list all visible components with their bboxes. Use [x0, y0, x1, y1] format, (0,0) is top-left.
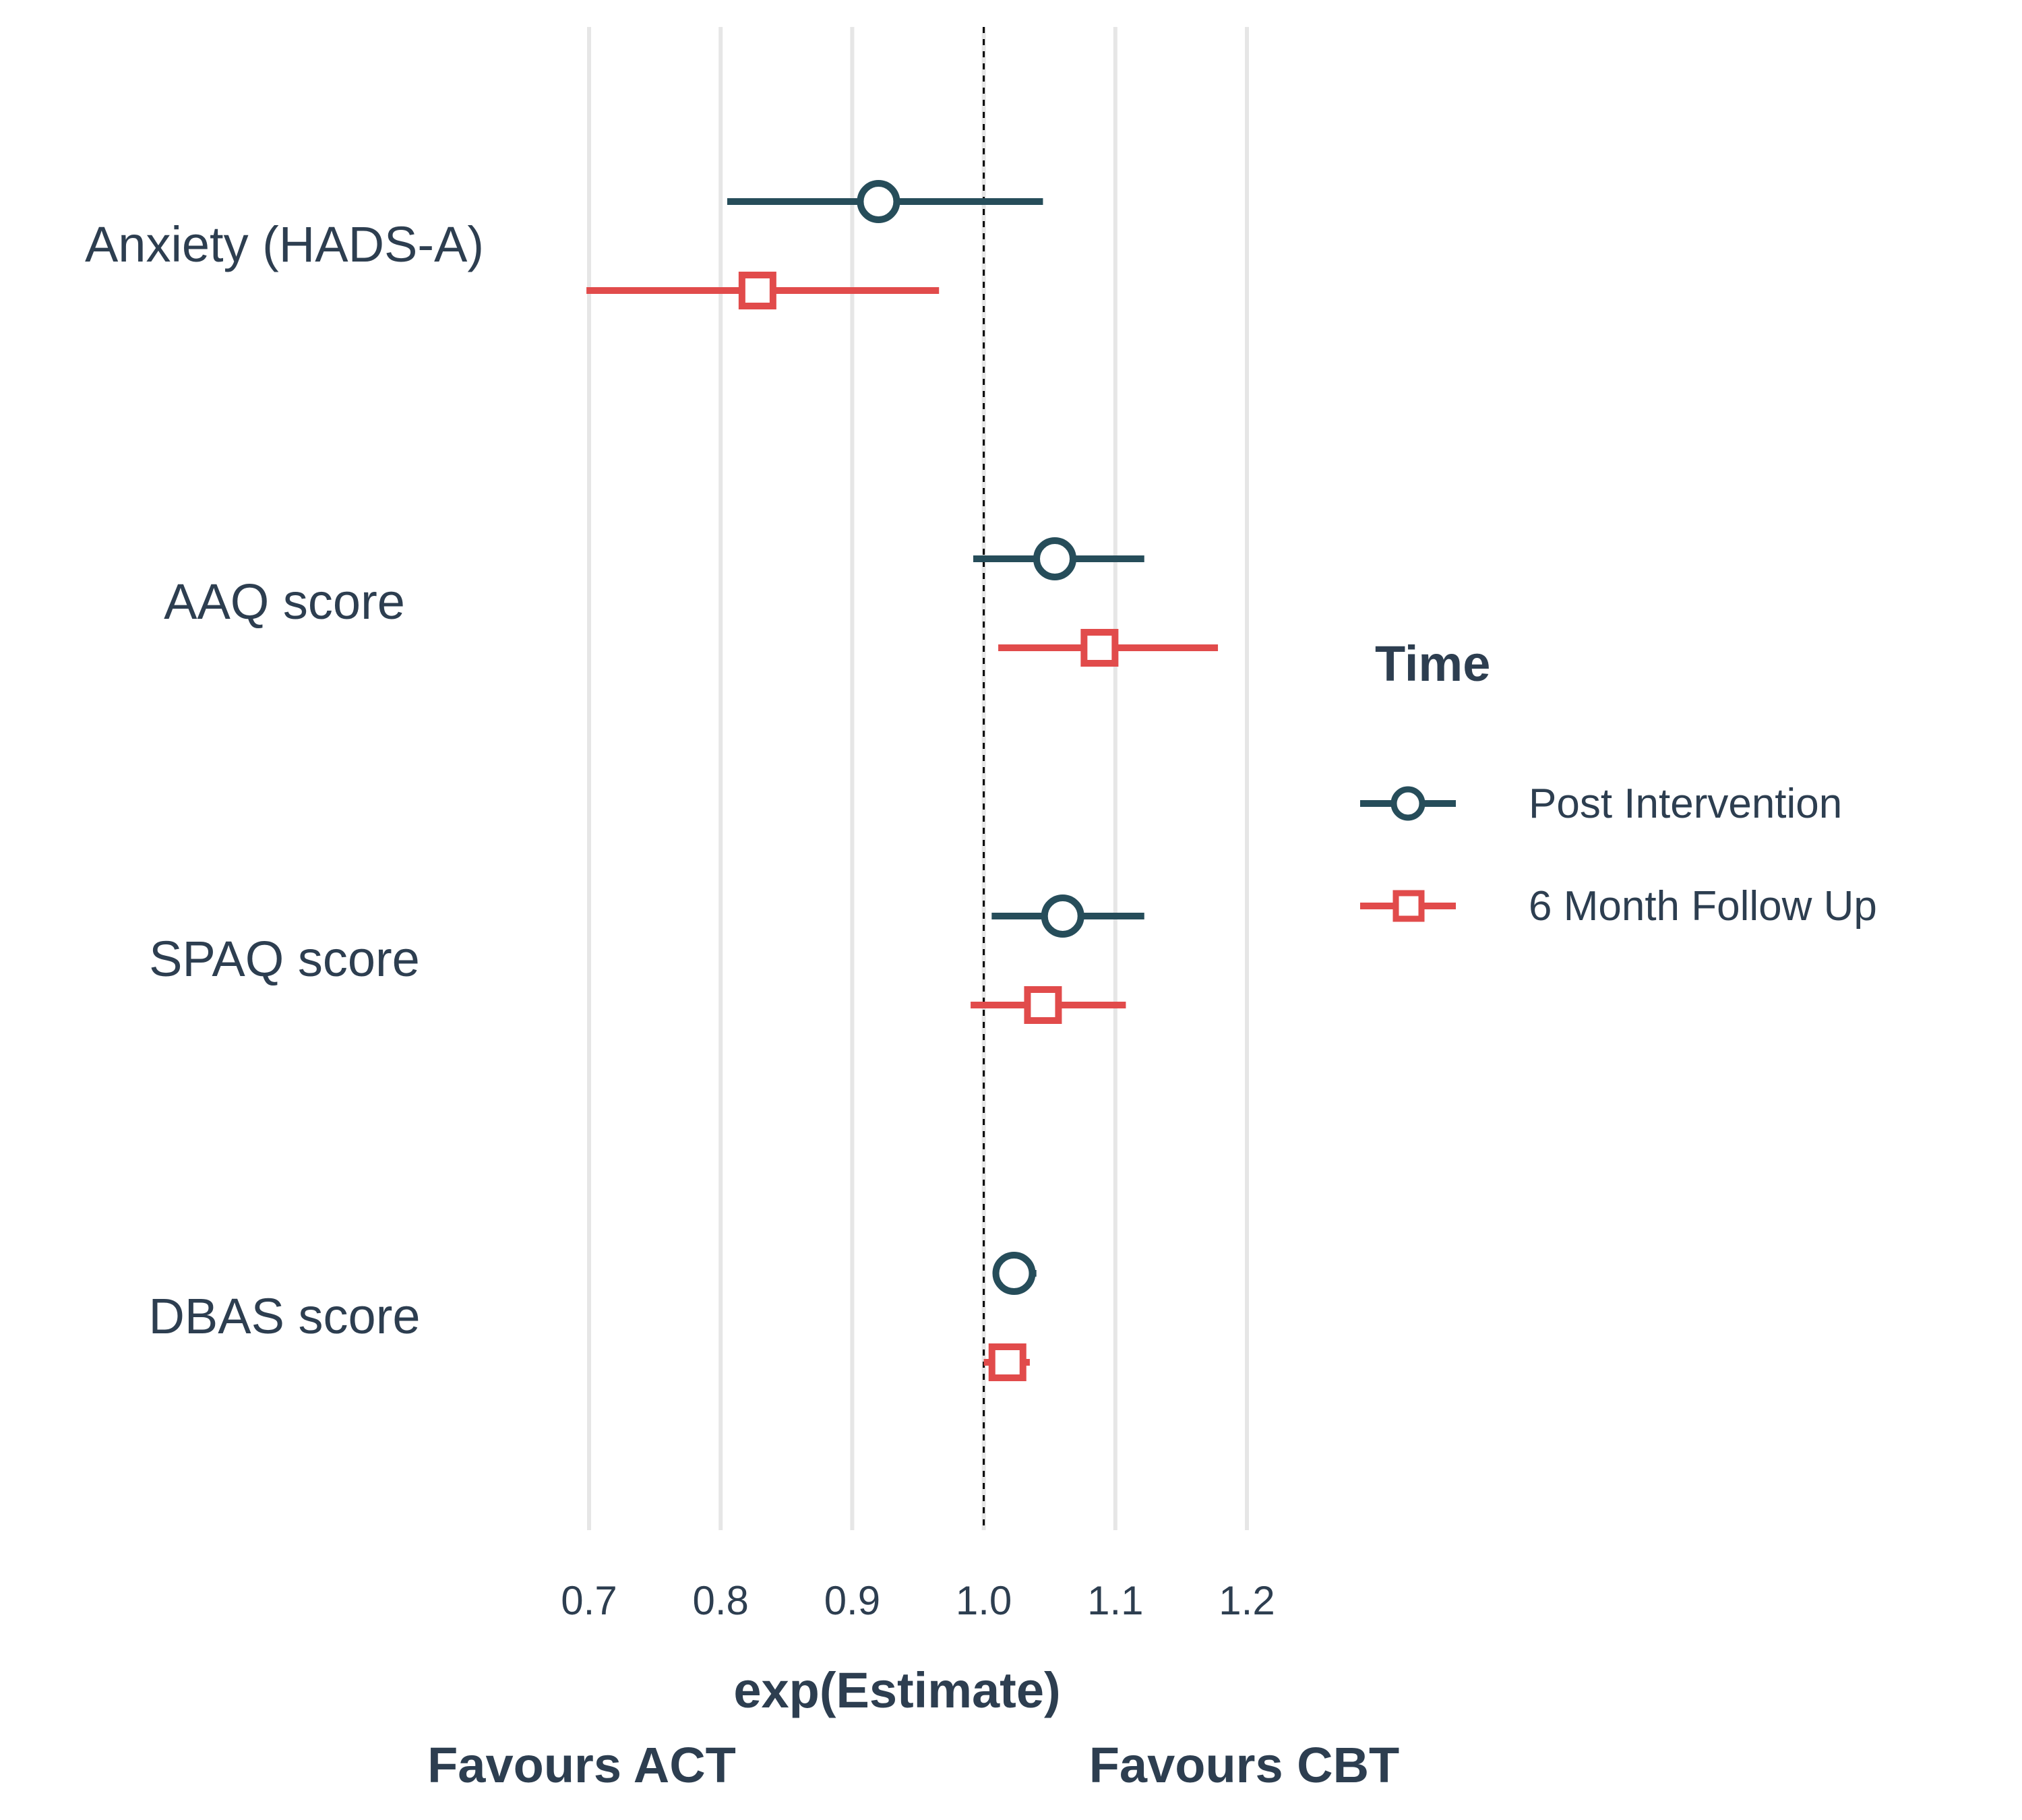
- point-estimate-square: [1080, 629, 1119, 667]
- legend: Time Post Intervention 6 Month Follow Up: [1360, 636, 1877, 930]
- x-tick-label: 0.7: [561, 1578, 617, 1623]
- y-category-label: SPAQ score: [149, 931, 420, 987]
- vertical-gridlines: [587, 27, 1249, 1530]
- x-tick-label: 1.0: [956, 1578, 1012, 1623]
- data-marks: [586, 180, 1219, 1381]
- y-category-label: DBAS score: [148, 1288, 420, 1344]
- legend-title: Time: [1375, 636, 1490, 692]
- point-estimate-circle: [1033, 537, 1077, 580]
- y-category-labels: Anxiety (HADS-A) AAQ score SPAQ score DBAS …: [85, 216, 484, 1344]
- x-tick-label: 1.2: [1219, 1578, 1275, 1623]
- x-tick-labels: 0.7 0.8 0.9 1.0 1.1 1.2: [561, 1578, 1275, 1623]
- point-estimate-square: [738, 272, 776, 309]
- legend-label: 6 Month Follow Up: [1529, 883, 1877, 930]
- point-estimate-square: [988, 1343, 1027, 1381]
- x-axis-title: exp(Estimate): [733, 1662, 1060, 1718]
- x-tick-label: 1.1: [1087, 1578, 1143, 1623]
- point-estimate-square: [1024, 986, 1062, 1024]
- favours-left-label: Favours ACT: [427, 1737, 736, 1793]
- favours-right-label: Favours CBT: [1089, 1737, 1400, 1793]
- legend-items: Post Intervention 6 Month Follow Up: [1360, 781, 1877, 930]
- x-tick-label: 0.9: [824, 1578, 880, 1623]
- y-category-label: Anxiety (HADS-A): [85, 216, 484, 272]
- point-estimate-circle: [1041, 894, 1084, 938]
- point-estimate-circle: [857, 180, 900, 223]
- x-tick-label: 0.8: [692, 1578, 748, 1623]
- legend-label: Post Intervention: [1529, 781, 1842, 827]
- legend-key-circle: [1390, 786, 1426, 821]
- point-estimate-circle: [992, 1252, 1036, 1295]
- y-category-label: AAQ score: [164, 574, 405, 630]
- legend-key-square: [1392, 890, 1425, 922]
